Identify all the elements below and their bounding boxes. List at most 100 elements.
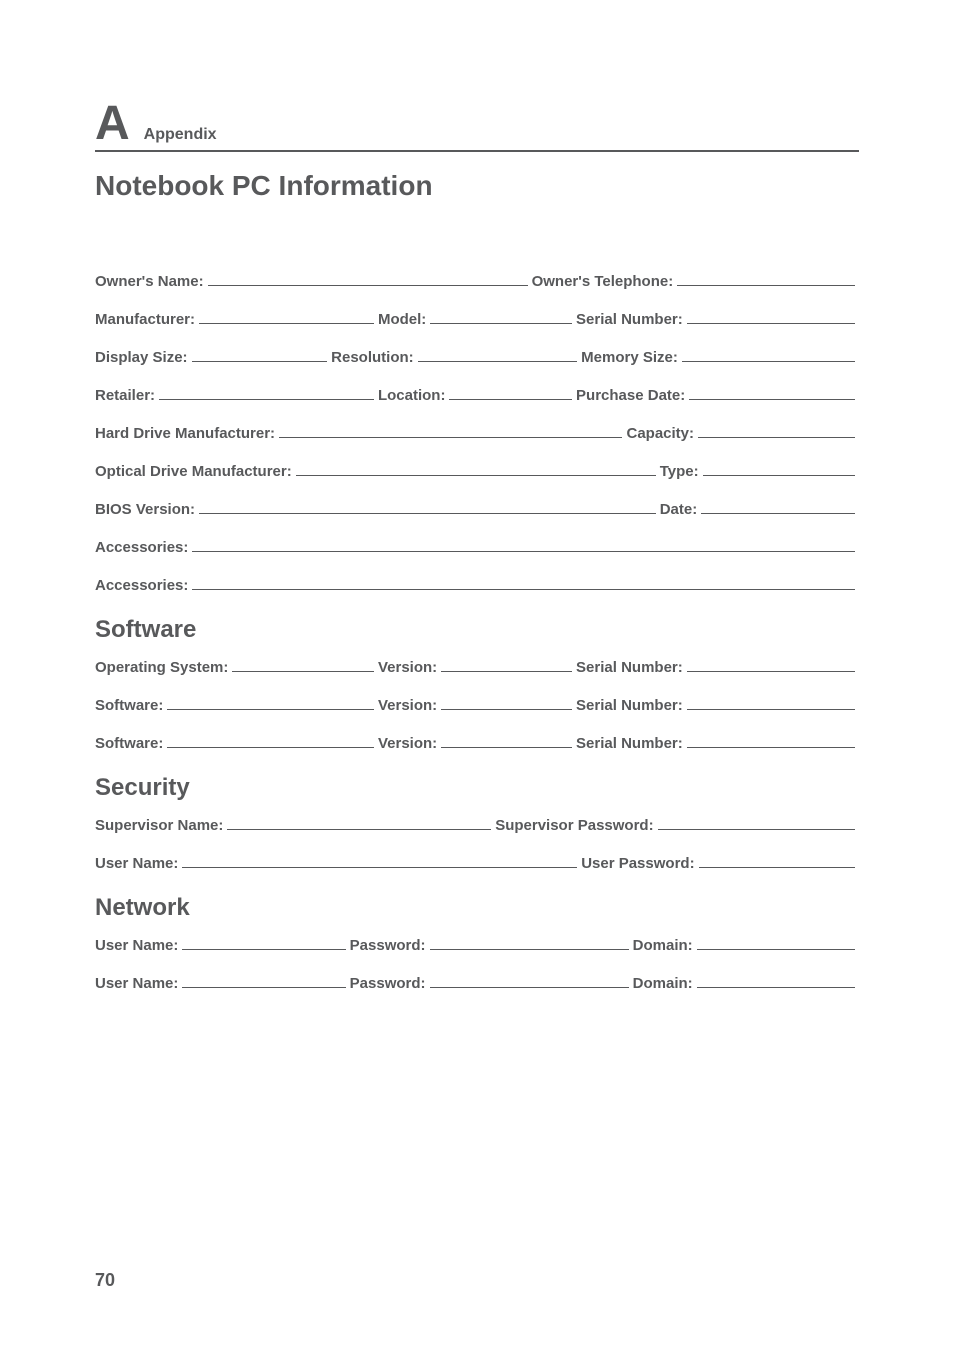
label-hdd-mfr: Hard Drive Manufacturer: xyxy=(95,425,275,442)
blank xyxy=(699,854,855,868)
row-os: Operating System: Version: Serial Number… xyxy=(95,658,859,676)
label-memory-size: Memory Size: xyxy=(581,349,678,366)
label-supervisor-password: Supervisor Password: xyxy=(495,817,653,834)
row-hdd: Hard Drive Manufacturer: Capacity: xyxy=(95,424,859,442)
blank xyxy=(449,386,572,400)
label-password: Password: xyxy=(350,937,426,954)
label-version: Version: xyxy=(378,735,437,752)
blank xyxy=(689,386,855,400)
blank xyxy=(687,734,855,748)
blank xyxy=(159,386,374,400)
blank xyxy=(182,974,345,988)
appendix-header: A Appendix xyxy=(95,100,859,152)
blank xyxy=(199,500,656,514)
label-manufacturer: Manufacturer: xyxy=(95,311,195,328)
label-owners-name: Owner's Name: xyxy=(95,273,204,290)
row-display: Display Size: Resolution: Memory Size: xyxy=(95,348,859,366)
label-user-name: User Name: xyxy=(95,937,178,954)
label-software: Software: xyxy=(95,735,163,752)
row-network-1: User Name: Password: Domain: xyxy=(95,936,859,954)
blank xyxy=(208,272,528,286)
blank xyxy=(167,696,374,710)
label-date: Date: xyxy=(660,501,698,518)
label-capacity: Capacity: xyxy=(626,425,694,442)
label-purchase-date: Purchase Date: xyxy=(576,387,685,404)
blank xyxy=(441,696,572,710)
label-software: Software: xyxy=(95,697,163,714)
row-owner: Owner's Name: Owner's Telephone: xyxy=(95,272,859,290)
blank xyxy=(701,500,855,514)
label-serial-number: Serial Number: xyxy=(576,697,683,714)
label-user-name: User Name: xyxy=(95,855,178,872)
blank xyxy=(279,424,622,438)
blank xyxy=(703,462,855,476)
blank xyxy=(227,816,491,830)
label-serial-number: Serial Number: xyxy=(576,735,683,752)
row-accessories-2: Accessories: xyxy=(95,576,859,594)
page-title: Notebook PC Information xyxy=(95,170,859,202)
label-bios-version: BIOS Version: xyxy=(95,501,195,518)
label-supervisor-name: Supervisor Name: xyxy=(95,817,223,834)
blank xyxy=(418,348,578,362)
blank xyxy=(232,658,374,672)
label-os: Operating System: xyxy=(95,659,228,676)
section-software: Software xyxy=(95,616,859,644)
label-retailer: Retailer: xyxy=(95,387,155,404)
row-accessories-1: Accessories: xyxy=(95,538,859,556)
row-user-sec: User Name: User Password: xyxy=(95,854,859,872)
label-serial-number: Serial Number: xyxy=(576,659,683,676)
blank xyxy=(192,538,855,552)
appendix-letter: A xyxy=(95,100,130,148)
blank xyxy=(658,816,855,830)
label-optical-mfr: Optical Drive Manufacturer: xyxy=(95,463,292,480)
blank xyxy=(192,348,328,362)
blank xyxy=(441,734,572,748)
row-manufacturer: Manufacturer: Model: Serial Number: xyxy=(95,310,859,328)
row-supervisor: Supervisor Name: Supervisor Password: xyxy=(95,816,859,834)
blank xyxy=(698,424,855,438)
blank xyxy=(677,272,855,286)
appendix-word: Appendix xyxy=(144,126,217,144)
label-version: Version: xyxy=(378,659,437,676)
row-retailer: Retailer: Location: Purchase Date: xyxy=(95,386,859,404)
label-user-name: User Name: xyxy=(95,975,178,992)
section-security: Security xyxy=(95,774,859,802)
blank xyxy=(199,310,374,324)
label-password: Password: xyxy=(350,975,426,992)
blank xyxy=(687,696,855,710)
blank xyxy=(192,576,855,590)
label-domain: Domain: xyxy=(633,975,693,992)
blank xyxy=(441,658,572,672)
label-serial-number: Serial Number: xyxy=(576,311,683,328)
label-domain: Domain: xyxy=(633,937,693,954)
blank xyxy=(430,310,572,324)
blank xyxy=(682,348,855,362)
blank xyxy=(182,854,577,868)
row-software-1: Software: Version: Serial Number: xyxy=(95,696,859,714)
label-accessories: Accessories: xyxy=(95,577,188,594)
row-optical: Optical Drive Manufacturer: Type: xyxy=(95,462,859,480)
blank xyxy=(296,462,656,476)
blank xyxy=(687,658,855,672)
label-resolution: Resolution: xyxy=(331,349,414,366)
label-version: Version: xyxy=(378,697,437,714)
label-display-size: Display Size: xyxy=(95,349,188,366)
blank xyxy=(697,936,855,950)
label-location: Location: xyxy=(378,387,446,404)
blank xyxy=(687,310,855,324)
label-accessories: Accessories: xyxy=(95,539,188,556)
row-software-2: Software: Version: Serial Number: xyxy=(95,734,859,752)
label-owners-telephone: Owner's Telephone: xyxy=(532,273,674,290)
label-model: Model: xyxy=(378,311,426,328)
row-bios: BIOS Version: Date: xyxy=(95,500,859,518)
label-user-password: User Password: xyxy=(581,855,694,872)
page-number: 70 xyxy=(95,1270,115,1291)
section-network: Network xyxy=(95,894,859,922)
label-type: Type: xyxy=(660,463,699,480)
blank xyxy=(182,936,345,950)
blank xyxy=(430,974,629,988)
row-network-2: User Name: Password: Domain: xyxy=(95,974,859,992)
blank xyxy=(167,734,374,748)
blank xyxy=(430,936,629,950)
blank xyxy=(697,974,855,988)
